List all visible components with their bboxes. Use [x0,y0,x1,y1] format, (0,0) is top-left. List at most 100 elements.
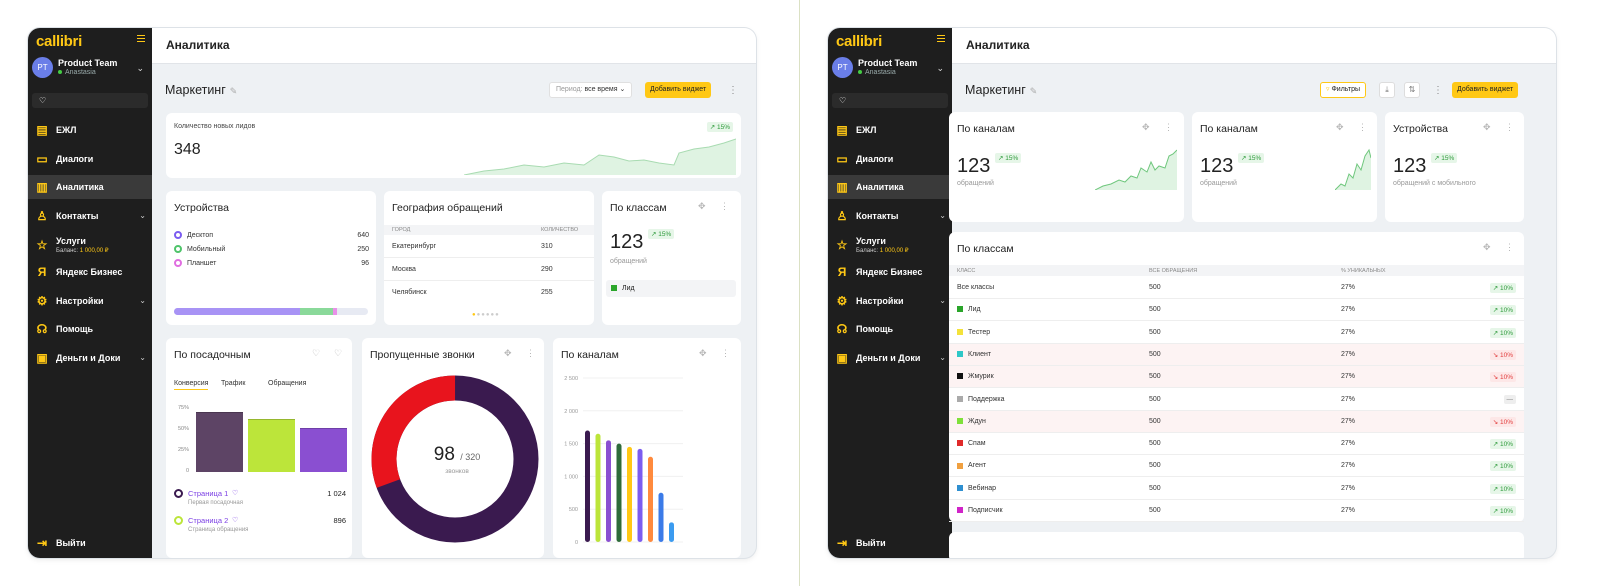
profile-switcher[interactable]: PT Product Team Anastasia ⌄ [832,56,948,80]
sidebar-item-contacts[interactable]: ♙ Контакты ⌄ [28,204,152,228]
landing-bar[interactable] [300,427,347,472]
menu-icon[interactable] [937,35,945,42]
logo: callibri [836,33,882,50]
menu-icon[interactable] [137,35,145,42]
sidebar-item-yandex[interactable]: Я Яндекс Бизнес [828,260,952,284]
sidebar-item-settings[interactable]: ⚙ Настройки ⌄ [828,289,952,313]
sidebar-item-journal[interactable]: ▤ ЕЖЛ [28,118,152,142]
edit-icon[interactable]: ✎ [1029,86,1038,96]
sidebar-item-help[interactable]: ☊ Помощь [28,317,152,341]
page-name[interactable]: Страница 2 [188,516,229,525]
channels-card: По каналам ✥ ⋮ 123 ↗ 15% обращений [1192,112,1377,222]
cell-unique: 27% [1341,284,1356,291]
table-row[interactable]: Вебинар 500 27% ↗ 10% [949,478,1524,500]
table-row[interactable]: Тестер 500 27% ↗ 10% [949,322,1524,344]
table-row[interactable]: Агент 500 27% ↗ 10% [949,455,1524,478]
trend-badge: ↗ 10% [1489,439,1516,450]
search-input[interactable]: ♡ [32,93,148,108]
table-row[interactable]: Жмурик 500 27% ↘ 10% [949,366,1524,389]
bar-segment-mobile [300,308,334,315]
sidebar-item-money[interactable]: ▣ Деньги и Доки ⌄ [828,346,952,370]
more-icon[interactable]: ⋮ [1164,122,1173,132]
table-row[interactable]: Ждун 500 27% ↘ 10% [949,410,1524,433]
sidebar-item-dialogs[interactable]: ▭ Диалоги [28,147,152,171]
move-icon[interactable]: ✥ [1336,122,1344,132]
page-name[interactable]: Страница 1 [188,489,229,498]
sidebar-item-help[interactable]: ☊ Помощь [828,317,952,341]
profile-switcher[interactable]: PT Product Team Anastasia ⌄ [32,56,148,80]
channel-bar[interactable] [585,430,590,542]
add-widget-button[interactable]: Добавить виджет [1452,82,1519,98]
heart-icon[interactable]: ♡ [232,490,239,497]
class-swatch [957,462,963,469]
sidebar-item-yandex[interactable]: Я Яндекс Бизнес [28,260,152,284]
move-icon[interactable]: ✥ [1483,122,1491,132]
table-row[interactable]: Все классы 500 27% ↗ 10% [949,277,1524,299]
channel-bar[interactable] [637,448,643,542]
sidebar-item-contacts[interactable]: ♙ Контакты ⌄ [828,204,952,228]
sidebar-item-services[interactable]: ☆ Услуги Баланс: 1 000,00 ₽ [28,231,152,259]
more-icon[interactable]: ⋮ [720,201,729,211]
table-row[interactable]: Лид 500 27% ↗ 10% [949,299,1524,322]
sidebar-item-journal[interactable]: ▤ ЕЖЛ [828,118,952,142]
period-select[interactable]: Период: все время ⌄ [549,82,633,98]
more-icon[interactable]: ⋮ [1358,122,1367,132]
sidebar-item-money[interactable]: ▣ Деньги и Доки ⌄ [28,346,152,370]
sidebar-item-analytics[interactable]: ▥ Аналитика [28,175,152,199]
search-input[interactable]: ♡ [832,93,948,108]
channel-bar[interactable] [658,492,664,542]
move-icon[interactable]: ✥ [699,348,707,358]
sidebar-item-dialogs[interactable]: ▭ Диалоги [828,147,952,171]
channel-bar[interactable] [595,433,601,542]
more-icon[interactable]: ⋮ [728,85,738,96]
cell-count: 255 [541,289,553,296]
channel-bar[interactable] [627,446,632,542]
move-icon[interactable]: ✥ [698,201,706,211]
channel-bar[interactable] [606,440,611,542]
table-row[interactable]: Поддержка 500 27% — [949,389,1524,411]
landing-bar[interactable] [196,412,243,472]
more-icon[interactable]: ⋮ [721,348,730,358]
pagination-dots[interactable]: ●●●●●● [472,312,500,318]
logout-button[interactable]: ⇥ Выйти [35,536,86,550]
table-row[interactable]: Клиент 500 27% ↘ 10% [949,343,1524,366]
table-row[interactable]: Спам 500 27% ↗ 10% [949,433,1524,456]
tab-conversion[interactable]: Конверсия [174,380,209,390]
sidebar-item-settings[interactable]: ⚙ Настройки ⌄ [28,289,152,313]
more-icon[interactable]: ⋮ [526,348,535,358]
table-row[interactable]: Челябинск 255 [384,282,594,304]
add-widget-button[interactable]: Добавить виджет [645,82,712,98]
more-icon[interactable]: ⋮ [1505,242,1514,252]
share-button[interactable]: ⇅ [1404,82,1420,98]
channel-bar[interactable] [669,522,674,542]
heart-icon[interactable]: ♡ [334,348,343,358]
table-row[interactable]: Екатеринбург 310 [384,236,594,258]
table-row[interactable]: Подписчик 500 27% ↗ 10% [949,500,1524,522]
logout-button[interactable]: ⇥ Выйти [835,536,886,550]
geo-title: География обращений [392,202,503,214]
edit-icon[interactable]: ✎ [229,86,238,96]
download-button[interactable]: ⤓ [1379,82,1395,98]
chat-icon: ▭ [836,152,848,166]
channel-bar[interactable] [648,456,653,542]
table-row[interactable]: Москва 290 [384,259,594,281]
move-icon[interactable]: ✥ [1142,122,1150,132]
filters-button[interactable]: ▿ Фильтры [1320,82,1367,98]
cell-unique: 27% [1341,462,1356,470]
tab-requests[interactable]: Обращения [268,380,307,387]
cell-unique: 27% [1341,350,1356,358]
filters-label: Фильтры [1331,86,1361,93]
more-icon[interactable]: ⋮ [1505,122,1514,132]
tab-traffic[interactable]: Трафик [221,380,246,387]
heart-icon[interactable]: ♡ [312,348,321,358]
landing-bar[interactable] [248,419,295,472]
move-icon[interactable]: ✥ [1483,242,1491,252]
sidebar-item-label: Деньги и Доки [56,353,121,363]
sidebar-item-analytics[interactable]: ▥ Аналитика [828,175,952,199]
channel-bar[interactable] [616,443,622,542]
more-icon[interactable]: ⋮ [1433,85,1443,96]
sidebar-item-services[interactable]: ☆ Услуги Баланс: 1 000,00 ₽ [828,231,952,259]
sidebar-item-label: Контакты [56,211,99,221]
move-icon[interactable]: ✥ [504,348,512,358]
heart-icon[interactable]: ♡ [232,517,239,524]
